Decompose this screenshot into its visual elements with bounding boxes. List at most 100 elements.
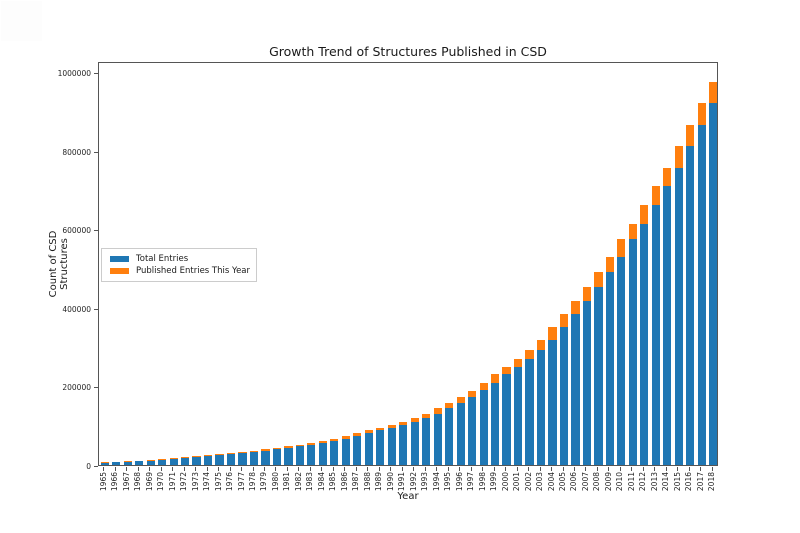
x-tick-1993 — [424, 467, 426, 471]
x-tick-2006 — [573, 467, 575, 471]
bar-segment-total-1982 — [295, 446, 304, 465]
x-tick-label-2000: 2000 — [500, 472, 510, 492]
x-tick-1994 — [436, 467, 438, 471]
bar-segment-total-1968 — [135, 461, 144, 465]
bar-1988 — [364, 430, 373, 465]
x-tick-label-1990: 1990 — [385, 472, 395, 492]
x-tick-2008 — [596, 467, 598, 471]
bar-segment-published-1986 — [341, 435, 350, 439]
x-tick-label-1999: 1999 — [489, 472, 499, 492]
bar-2011 — [628, 224, 637, 465]
x-tick-label-2017: 2017 — [695, 472, 705, 492]
bar-segment-total-2000 — [502, 374, 511, 465]
bar-segment-total-2004 — [548, 339, 557, 465]
bar-segment-total-1966 — [112, 462, 121, 465]
bar-segment-total-2015 — [674, 168, 683, 465]
x-tick-label-2008: 2008 — [592, 472, 602, 492]
x-tick-label-1981: 1981 — [282, 472, 292, 492]
x-tick-2005 — [562, 467, 564, 471]
bar-2012 — [640, 204, 649, 465]
bar-segment-total-2016 — [686, 146, 695, 465]
bar-segment-total-1989 — [376, 430, 385, 465]
x-tick-label-1992: 1992 — [408, 472, 418, 492]
bar-segment-total-1969 — [146, 460, 155, 465]
legend-item-published-entries: Published Entries This Year — [110, 266, 256, 276]
x-tick-label-1970: 1970 — [156, 472, 166, 492]
bar-segment-published-1978 — [249, 450, 259, 452]
bar-segment-published-2017 — [697, 103, 706, 125]
x-tick-2013 — [654, 467, 656, 471]
x-tick-1975 — [218, 467, 220, 471]
x-tick-2015 — [677, 467, 679, 471]
bar-segment-published-2010 — [617, 239, 626, 257]
bar-segment-published-1977 — [238, 451, 247, 454]
bar-2017 — [697, 103, 706, 465]
bar-segment-total-2002 — [525, 358, 534, 465]
bar-segment-published-1996 — [456, 397, 465, 403]
bar-segment-total-2018 — [709, 103, 718, 465]
bar-segment-published-1972 — [181, 457, 190, 459]
bar-1983 — [307, 442, 316, 465]
x-tick-label-1975: 1975 — [213, 472, 223, 492]
bar-1990 — [387, 425, 396, 465]
x-tick-1968 — [137, 467, 139, 471]
bar-1972 — [181, 457, 190, 465]
bar-1982 — [295, 444, 304, 465]
x-tick-label-1976: 1976 — [225, 472, 235, 492]
x-tick-1971 — [172, 467, 174, 471]
bar-1976 — [226, 453, 236, 465]
bar-1981 — [284, 446, 293, 465]
bar-segment-published-1985 — [330, 438, 339, 441]
x-tick-1969 — [149, 467, 151, 471]
bar-segment-total-2012 — [640, 224, 649, 465]
x-tick-label-1978: 1978 — [248, 472, 257, 492]
bar-segment-total-2008 — [594, 286, 603, 465]
bar-2007 — [582, 286, 592, 465]
x-tick-1972 — [183, 467, 185, 471]
x-tick-1995 — [447, 467, 449, 471]
bar-segment-total-1986 — [341, 438, 350, 465]
bar-1987 — [353, 432, 362, 465]
bar-segment-published-2015 — [674, 146, 683, 169]
legend-swatch-total-entries — [110, 255, 129, 263]
x-tick-label-2003: 2003 — [535, 472, 545, 492]
bar-segment-published-1982 — [295, 444, 304, 447]
bar-1971 — [169, 458, 178, 465]
bar-segment-published-2003 — [536, 339, 546, 351]
bar-segment-total-1977 — [238, 453, 247, 465]
bar-segment-total-1979 — [261, 450, 270, 465]
bar-1980 — [272, 447, 282, 465]
bar-2005 — [559, 314, 569, 465]
x-tick-label-1984: 1984 — [316, 472, 326, 492]
bar-segment-published-1997 — [468, 390, 477, 398]
bar-segment-published-1965 — [100, 462, 109, 464]
x-tick-2009 — [608, 467, 610, 471]
bar-segment-published-2008 — [594, 272, 603, 287]
y-tick-label-1000000: 1000000 — [57, 69, 91, 79]
y-tick-label-400000: 400000 — [62, 304, 91, 314]
bar-segment-published-2016 — [686, 124, 695, 147]
x-tick-1992 — [413, 467, 415, 471]
bar-segment-total-2001 — [513, 366, 523, 465]
bar-1997 — [468, 390, 477, 465]
bar-2015 — [674, 146, 683, 465]
bar-1991 — [399, 421, 408, 465]
bar-segment-total-1978 — [249, 451, 259, 465]
bar-segment-published-1976 — [226, 453, 236, 455]
x-tick-1981 — [286, 467, 288, 471]
bar-1998 — [479, 382, 488, 465]
y-tick-0 — [94, 465, 98, 467]
bar-segment-total-1994 — [433, 413, 442, 465]
x-tick-label-1969: 1969 — [144, 472, 154, 492]
x-tick-label-1987: 1987 — [351, 472, 361, 492]
x-tick-1984 — [321, 467, 323, 471]
x-tick-2010 — [619, 467, 621, 471]
x-tick-1973 — [195, 467, 197, 471]
bar-segment-published-1989 — [376, 427, 385, 431]
bar-segment-total-2013 — [651, 204, 660, 465]
bar-1968 — [135, 460, 144, 465]
bar-segment-published-1998 — [479, 382, 488, 391]
bar-2006 — [571, 301, 580, 465]
